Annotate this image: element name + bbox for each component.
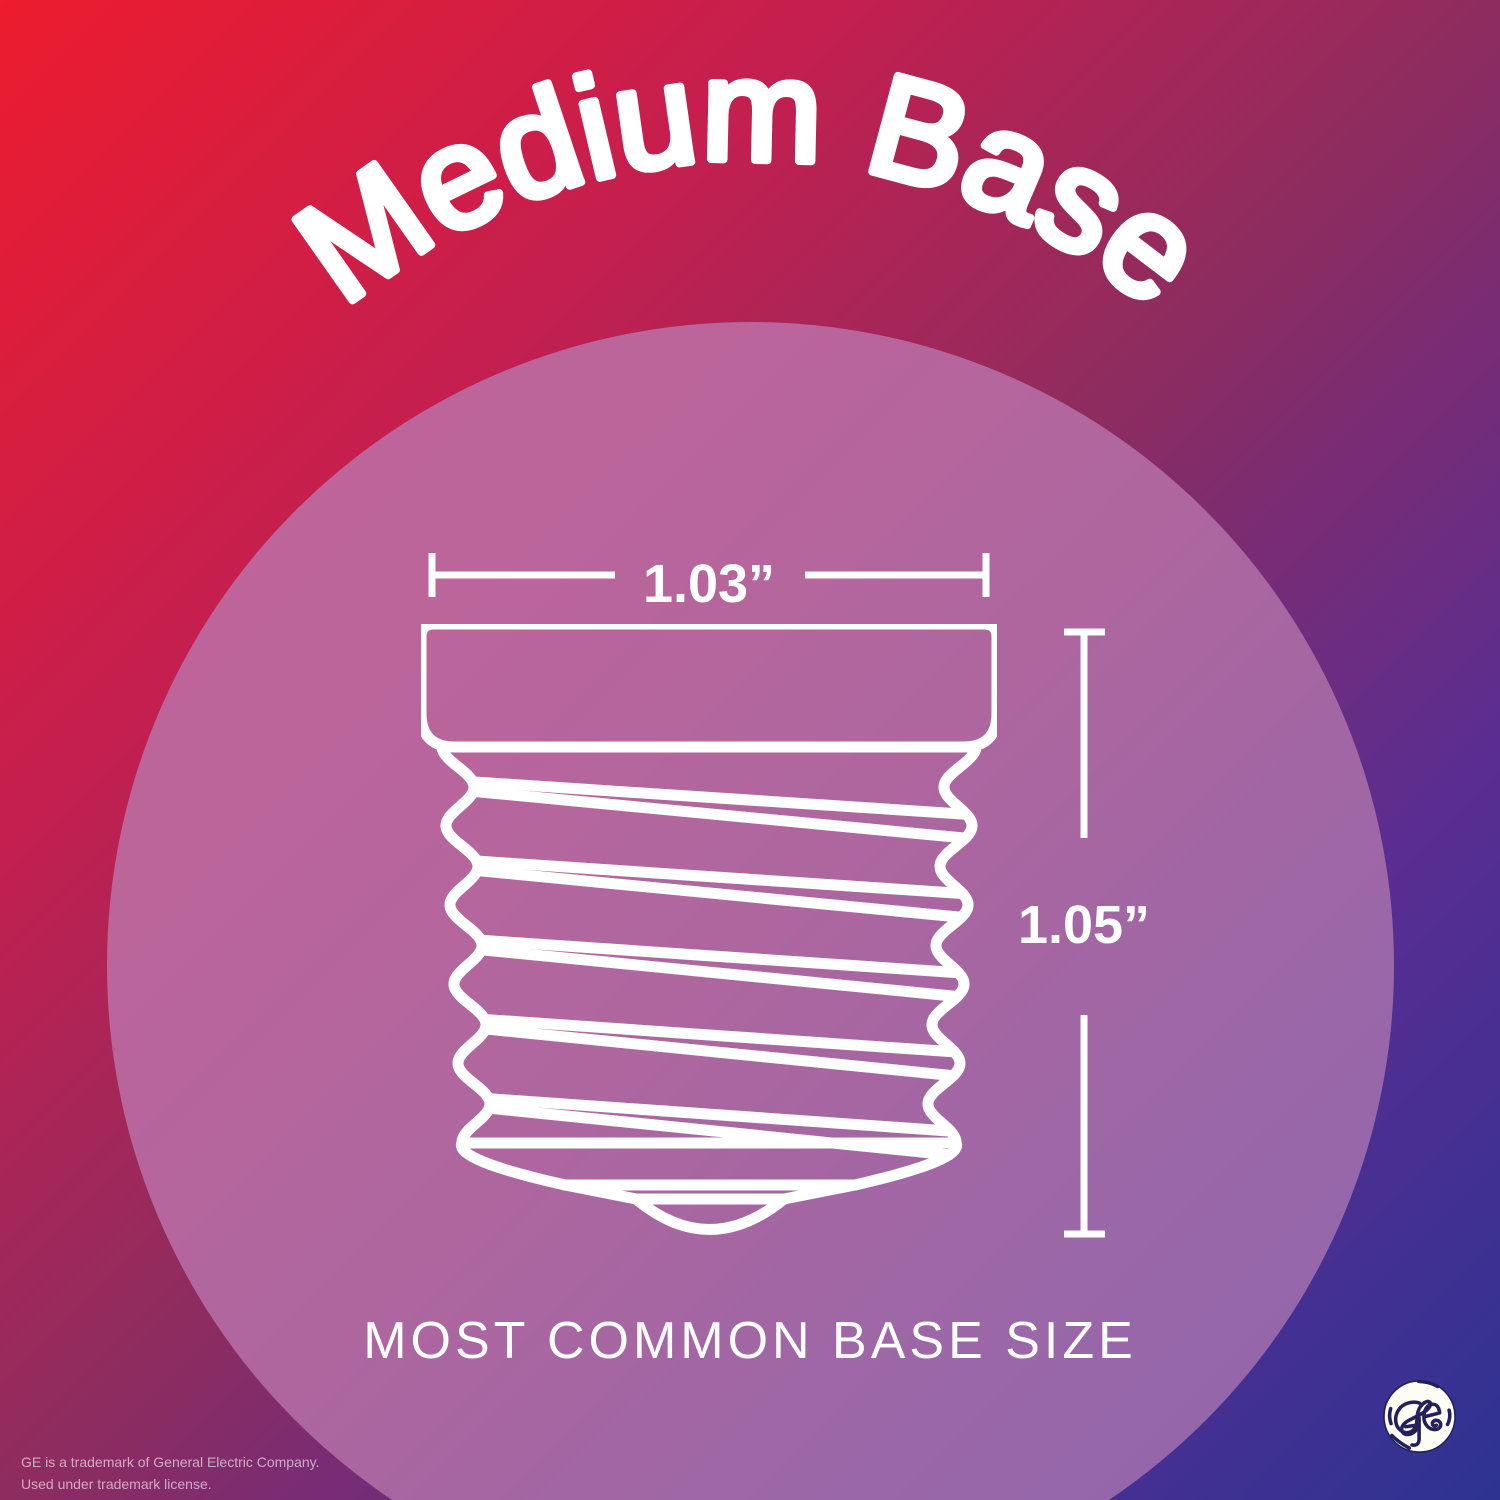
svg-text:1.03”: 1.03”: [643, 554, 775, 614]
svg-text:1.05”: 1.05”: [1018, 895, 1150, 955]
